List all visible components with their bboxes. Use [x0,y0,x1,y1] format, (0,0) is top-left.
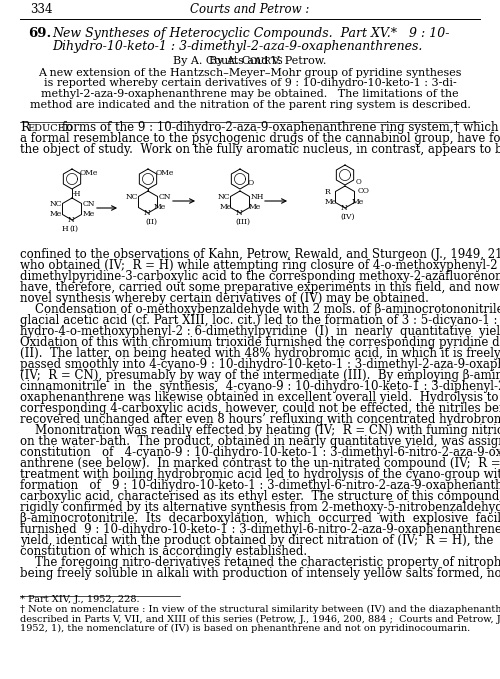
Text: The foregoing nitro-derivatives retained the characteristic property of nitrophe: The foregoing nitro-derivatives retained… [20,556,500,569]
Text: passed smoothly into 4-cyano-9 : 10-dihydro-10-keto-1 : 3-dimethyl-2-aza-9-oxaph: passed smoothly into 4-cyano-9 : 10-dihy… [20,358,500,371]
Text: formation   of   9 : 10-dihydro-10-keto-1 : 3-dimethyl-6-nitro-2-aza-9-oxaphenan: formation of 9 : 10-dihydro-10-keto-1 : … [20,479,500,492]
Text: OMe: OMe [156,169,174,177]
Text: R: R [20,121,30,134]
Text: recovered unchanged after even 8 hours’ refluxing with concentrated hydrobromic : recovered unchanged after even 8 hours’ … [20,413,500,426]
Text: (III): (III) [235,218,250,226]
Text: forms of the 9 : 10-dihydro-2-aza-9-oxaphenanthrene ring system,† which bear: forms of the 9 : 10-dihydro-2-aza-9-oxap… [62,121,500,134]
Text: on the water-bath.  The product, obtained in nearly quantitative yield, was assi: on the water-bath. The product, obtained… [20,435,500,448]
Text: -H: -H [73,190,82,198]
Text: constitution of which is accordingly established.: constitution of which is accordingly est… [20,545,307,558]
Text: H: H [62,225,68,233]
Text: O: O [248,179,254,187]
Text: Condensation of o-methoxybenzaldehyde with 2 mols. of β-aminocrotononitrile in: Condensation of o-methoxybenzaldehyde wi… [20,303,500,316]
Text: novel synthesis whereby certain derivatives of (IV) may be obtained.: novel synthesis whereby certain derivati… [20,292,429,305]
Text: N: N [236,209,243,217]
Text: NC: NC [218,193,230,201]
Text: β-aminocrotonitrile.  Its  decarboxylation,  which  occurred  with  explosive  f: β-aminocrotonitrile. Its decarboxylation… [20,512,500,525]
Text: OMe: OMe [80,169,98,177]
Text: 1952, 1), the nomenclature of (IV) is based on phenanthrene and not on pyridinoc: 1952, 1), the nomenclature of (IV) is ba… [20,624,470,633]
Text: Mononitration was readily effected by heating (IV;  R = CN) with fuming nitric a: Mononitration was readily effected by he… [20,424,500,437]
Text: NC: NC [50,200,62,208]
Text: Me: Me [50,210,62,218]
Text: being freely soluble in alkali with production of intensely yellow salts formed,: being freely soluble in alkali with prod… [20,567,500,580]
Text: 69.: 69. [28,27,52,40]
Text: CN: CN [159,193,172,201]
Text: O: O [356,178,362,186]
Text: By A. C: By A. C [208,56,250,66]
Text: carboxylic acid, characterised as its ethyl ester.  The structure of this compou: carboxylic acid, characterised as its et… [20,490,500,503]
Text: A new extension of the Hantzsch–Meyer–Mohr group of pyridine syntheses: A new extension of the Hantzsch–Meyer–Mo… [38,68,462,78]
Text: R: R [325,188,331,196]
Text: furnished  9 : 10-dihydro-10-keto-1 : 3-dimethyl-6-nitro-2-aza-9-oxaphenanthrene: furnished 9 : 10-dihydro-10-keto-1 : 3-d… [20,523,500,536]
Text: methyl-2-aza-9-oxaphenanthrene may be obtained.   The limitations of the: methyl-2-aza-9-oxaphenanthrene may be ob… [41,89,459,99]
Text: By A. Courts and V. Petrow.: By A. Courts and V. Petrow. [174,56,326,66]
Text: NH: NH [251,193,264,201]
Text: Me: Me [352,198,364,206]
Text: (II): (II) [145,218,157,226]
Text: (II).  The latter, on being heated with 48% hydrobromic acid, in which it is fre: (II). The latter, on being heated with 4… [20,347,500,360]
Text: method are indicated and the nitration of the parent ring system is described.: method are indicated and the nitration o… [30,100,470,109]
Text: is reported whereby certain derivatives of 9 : 10-dihydro-10-keto-1 : 3-di-: is reported whereby certain derivatives … [44,79,457,88]
Text: cinnamonitrile  in  the  synthesis,  4-cyano-9 : 10-dihydro-10-keto-1 : 3-diphen: cinnamonitrile in the synthesis, 4-cyano… [20,380,500,393]
Text: hydro-4-o-methoxyphenyl-2 : 6-dimethylpyridine  (I)  in  nearly  quantitative  y: hydro-4-o-methoxyphenyl-2 : 6-dimethylpy… [20,325,500,338]
Text: rigidly confirmed by its alternative synthesis from 2-methoxy-5-nitrobenzaldehyd: rigidly confirmed by its alternative syn… [20,501,500,514]
Text: anthrene (see below).  In marked contrast to the un-nitrated compound (IV;  R = : anthrene (see below). In marked contrast… [20,457,500,470]
Text: treatment with boiling hydrobromic acid led to hydrolysis of the cyano-group wit: treatment with boiling hydrobromic acid … [20,468,500,481]
Text: Me: Me [220,203,232,211]
Text: Me: Me [325,198,337,206]
Text: yield, identical with the product obtained by direct nitration of (IV;  R = H), : yield, identical with the product obtain… [20,534,494,547]
Text: a formal resemblance to the psychogenic drugs of the cannabinol group, have form: a formal resemblance to the psychogenic … [20,132,500,145]
Text: Courts and Petrow :: Courts and Petrow : [190,3,310,16]
Text: who obtained (IV;  R = H) while attempting ring closure of 4-o-methoxyphenyl-2 :: who obtained (IV; R = H) while attemptin… [20,259,500,272]
Text: EDUCED: EDUCED [27,124,72,133]
Text: constitution   of   4-cyano-9 : 10-dihydro-10-keto-1 : 3-dimethyl-6-nitro-2-aza-: constitution of 4-cyano-9 : 10-dihydro-1… [20,446,500,459]
Text: described in Parts V, VII, and XIII of this series (Petrow, J., 1946, 200, 884 ;: described in Parts V, VII, and XIII of t… [20,614,500,623]
Text: (IV;  R = CN), presumably by way of the intermediate (III).  By employing β-amin: (IV; R = CN), presumably by way of the i… [20,369,500,382]
Text: oxaphenanthrene was likewise obtained in excellent overall yield.  Hydrolysis to: oxaphenanthrene was likewise obtained in… [20,391,500,404]
Text: 334: 334 [30,3,52,16]
Text: CN: CN [83,200,96,208]
Text: dimethylpyridine-3-carboxylic acid to the corresponding methoxy-2-azafluorenone.: dimethylpyridine-3-carboxylic acid to th… [20,270,500,283]
Text: Me: Me [83,210,95,218]
Text: Dihydro-10-keto-1 : 3-dimethyl-2-aza-9-oxaphenanthrenes.: Dihydro-10-keto-1 : 3-dimethyl-2-aza-9-o… [52,40,422,53]
Text: Me: Me [249,203,261,211]
Text: † Note on nomenclature : In view of the structural similarity between (IV) and t: † Note on nomenclature : In view of the … [20,605,500,614]
Text: Me: Me [154,203,166,211]
Text: corresponding 4-carboxylic acids, however, could not be effected, the nitriles b: corresponding 4-carboxylic acids, howeve… [20,402,500,415]
Text: New Syntheses of Heterocyclic Compounds.  Part XV.*   9 : 10-: New Syntheses of Heterocyclic Compounds.… [52,27,450,40]
Text: (IV): (IV) [340,213,354,221]
Text: N: N [341,204,348,212]
Text: (I): (I) [69,225,78,233]
Text: OURTS: OURTS [250,57,284,66]
Text: confined to the observations of Kahn, Petrow, Rewald, and Sturgeon (J., 1949, 21: confined to the observations of Kahn, Pe… [20,248,500,261]
Text: * Part XIV, J., 1952, 228.: * Part XIV, J., 1952, 228. [20,595,140,604]
Text: N: N [68,216,75,224]
Text: have, therefore, carried out some preparative experiments in this field, and now: have, therefore, carried out some prepar… [20,281,500,294]
Text: N: N [144,209,151,217]
Text: glacial acetic acid (cf. Part XIII, loc. cit.) led to the formation of 3 : 5-dic: glacial acetic acid (cf. Part XIII, loc.… [20,314,500,327]
Text: the object of study.  Work on the fully aromatic nucleus, in contrast, appears t: the object of study. Work on the fully a… [20,143,500,156]
Text: NC: NC [126,193,138,201]
Text: CO: CO [358,187,370,195]
Text: Oxidation of this with chromium trioxide furnished the corresponding pyridine de: Oxidation of this with chromium trioxide… [20,336,500,349]
